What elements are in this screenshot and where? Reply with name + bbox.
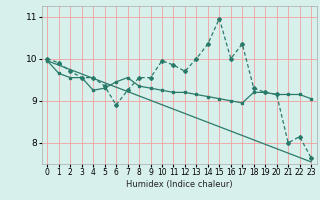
X-axis label: Humidex (Indice chaleur): Humidex (Indice chaleur) xyxy=(126,180,233,189)
